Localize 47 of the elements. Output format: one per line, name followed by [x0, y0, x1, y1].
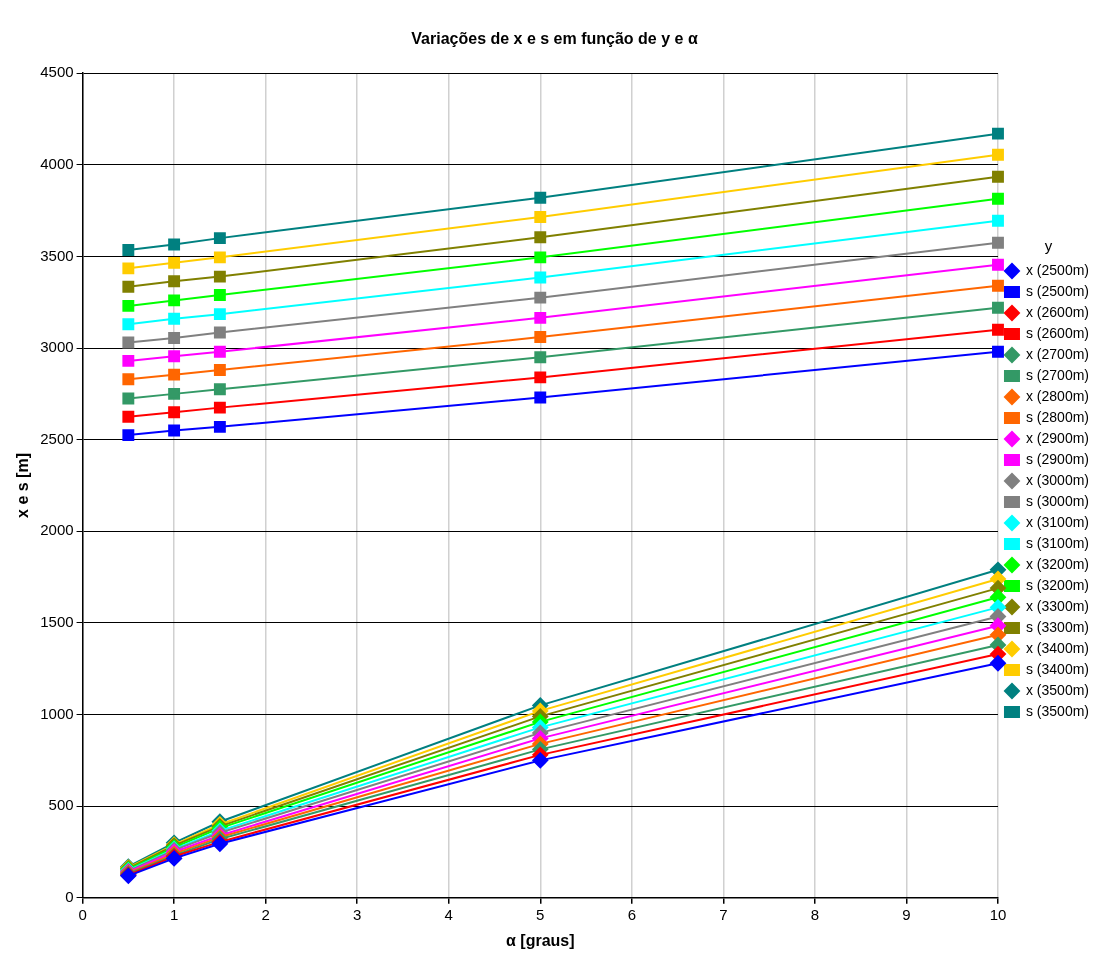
y-tick-label: 4500	[40, 63, 74, 81]
x-tick-label: 9	[902, 905, 911, 923]
y-tick-label: 4000	[40, 154, 74, 172]
x-tick-label: 7	[719, 905, 728, 923]
y-tick-label: 500	[48, 796, 74, 814]
legend-label: x (2700m)	[1025, 345, 1090, 362]
x-tick-label: 8	[810, 905, 820, 923]
legend-label: x (2600m)	[1025, 303, 1090, 320]
legend-label: s (2900m)	[1025, 450, 1090, 467]
x-tick-label: 2	[261, 905, 270, 923]
x-tick-label: 10	[989, 905, 1007, 923]
y-axis-title: x e s [m]	[14, 453, 32, 518]
legend-label: s (3100m)	[1025, 534, 1090, 551]
legend-label: s (2500m)	[1025, 282, 1090, 299]
legend-title: y	[1044, 236, 1053, 254]
x-axis-title: α [graus]	[506, 931, 575, 949]
x-tick-label: 3	[353, 905, 362, 923]
x-tick-label: 1	[169, 905, 179, 923]
y-tick-label: 0	[65, 887, 74, 905]
legend-label: x (3100m)	[1025, 513, 1090, 530]
x-tick-label: 0	[78, 905, 87, 923]
legend-label: x (3500m)	[1025, 681, 1090, 698]
legend-label: s (2600m)	[1025, 324, 1090, 341]
legend-label: s (3300m)	[1025, 618, 1090, 635]
y-tick-label: 2000	[40, 521, 74, 539]
legend-label: x (3400m)	[1025, 639, 1090, 656]
x-tick-label: 6	[627, 905, 636, 923]
legend-label: s (3400m)	[1025, 660, 1090, 677]
legend-label: s (2700m)	[1025, 366, 1090, 383]
y-tick-label: 1500	[40, 613, 74, 631]
legend-label: x (3200m)	[1025, 555, 1090, 572]
y-tick-label: 3500	[40, 246, 74, 264]
chart-title: Variações de x e s em função de y e α	[411, 30, 698, 48]
y-tick-label: 2500	[40, 429, 74, 447]
y-tick-label: 1000	[40, 704, 74, 722]
x-tick-label: 4	[444, 905, 453, 923]
legend-label: s (3200m)	[1025, 576, 1090, 593]
legend-label: s (3000m)	[1025, 492, 1090, 509]
legend-label: s (3500m)	[1025, 702, 1090, 719]
legend-label: x (2800m)	[1025, 387, 1090, 404]
y-tick-label: 3000	[40, 338, 74, 356]
legend-label: x (2500m)	[1025, 261, 1090, 278]
x-tick-label: 5	[536, 905, 545, 923]
legend-label: x (2900m)	[1025, 429, 1090, 446]
legend-label: x (3000m)	[1025, 471, 1090, 488]
legend-label: x (3300m)	[1025, 597, 1090, 614]
legend-label: s (2800m)	[1025, 408, 1090, 425]
